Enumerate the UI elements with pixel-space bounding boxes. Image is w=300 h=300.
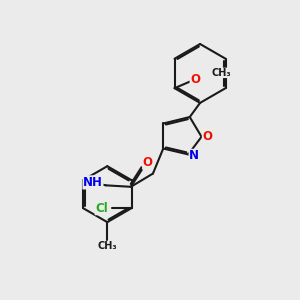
Text: O: O (190, 73, 200, 86)
Text: O: O (202, 130, 212, 143)
Text: O: O (142, 156, 153, 169)
Text: N: N (189, 149, 199, 162)
Text: NH: NH (83, 176, 103, 189)
Text: CH₃: CH₃ (98, 241, 117, 251)
Text: CH₃: CH₃ (212, 68, 231, 78)
Text: Cl: Cl (95, 202, 108, 215)
